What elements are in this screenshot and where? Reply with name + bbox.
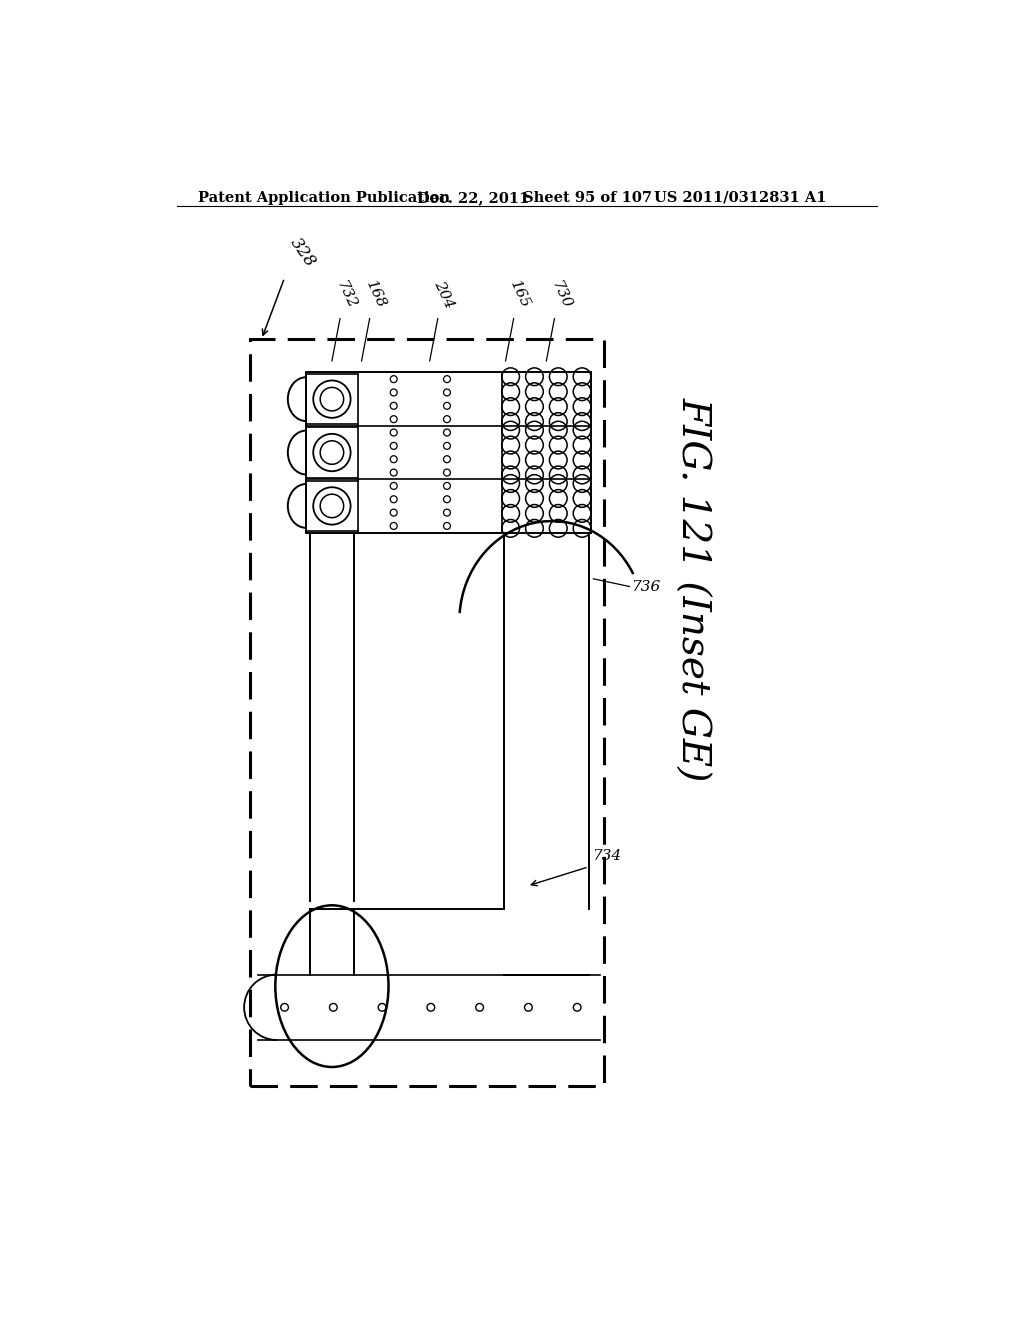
Text: 168: 168	[364, 279, 388, 312]
Text: 165: 165	[507, 279, 532, 312]
Text: Patent Application Publication: Patent Application Publication	[199, 191, 451, 205]
Text: 736: 736	[631, 579, 660, 594]
Text: FIG. 121 (Inset GE): FIG. 121 (Inset GE)	[674, 397, 711, 781]
Bar	[250, 339, 604, 1086]
Text: 328: 328	[287, 234, 319, 271]
Text: Sheet 95 of 107: Sheet 95 of 107	[523, 191, 652, 205]
Bar	[306, 372, 591, 533]
Text: Dec. 22, 2011: Dec. 22, 2011	[417, 191, 529, 205]
Text: 734: 734	[593, 849, 622, 863]
Text: 204: 204	[431, 279, 457, 312]
Text: 730: 730	[548, 279, 573, 312]
Text: 732: 732	[334, 279, 358, 312]
Text: US 2011/0312831 A1: US 2011/0312831 A1	[654, 191, 826, 205]
